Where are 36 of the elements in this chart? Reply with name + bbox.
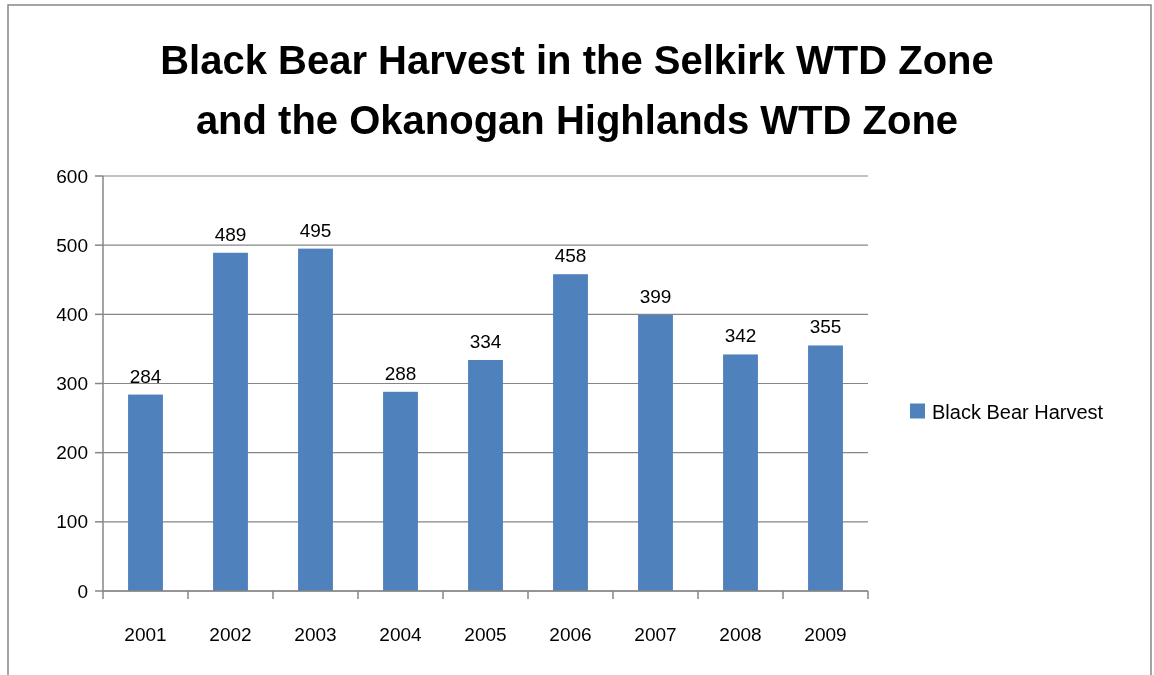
x-tick-label: 2008 xyxy=(719,624,762,645)
x-tick-label: 2003 xyxy=(294,624,337,645)
x-tick-label: 2001 xyxy=(124,624,167,645)
y-tick-label: 600 xyxy=(56,165,88,187)
x-tick-label: 2009 xyxy=(804,624,847,645)
x-tick-label: 2006 xyxy=(549,624,592,645)
data-label: 399 xyxy=(639,286,672,308)
y-tick-label: 100 xyxy=(56,511,88,533)
bar xyxy=(553,274,588,591)
data-label: 288 xyxy=(384,362,417,384)
y-tick-label: 0 xyxy=(77,580,88,602)
bar xyxy=(808,345,843,591)
data-label: 334 xyxy=(469,330,502,352)
bar xyxy=(638,315,673,591)
x-tick-label: 2007 xyxy=(634,624,677,645)
data-label: 355 xyxy=(809,316,842,338)
y-tick-label: 300 xyxy=(56,373,88,394)
data-label: 284 xyxy=(129,365,162,387)
x-tick-label: 2002 xyxy=(209,624,252,645)
data-label: 495 xyxy=(299,219,332,241)
bar xyxy=(128,394,163,591)
x-tick-label: 2004 xyxy=(379,624,423,645)
bar xyxy=(383,391,418,591)
y-tick-label: 200 xyxy=(56,442,88,464)
bar xyxy=(298,248,333,591)
legend-label: Black Bear Harvest xyxy=(932,400,1104,423)
data-label: 489 xyxy=(214,223,247,245)
bar xyxy=(213,252,248,591)
bar xyxy=(723,354,758,591)
data-label: 458 xyxy=(554,245,587,267)
y-tick-label: 500 xyxy=(56,234,88,256)
data-label: 342 xyxy=(724,325,757,347)
chart-title: Black Bear Harvest in the Selkirk WTD Zone and the Okanogan Highlands WTD Zone xyxy=(160,38,994,142)
x-tick-label: 2005 xyxy=(464,624,507,645)
y-tick-label: 400 xyxy=(56,303,88,325)
bar xyxy=(468,359,503,591)
